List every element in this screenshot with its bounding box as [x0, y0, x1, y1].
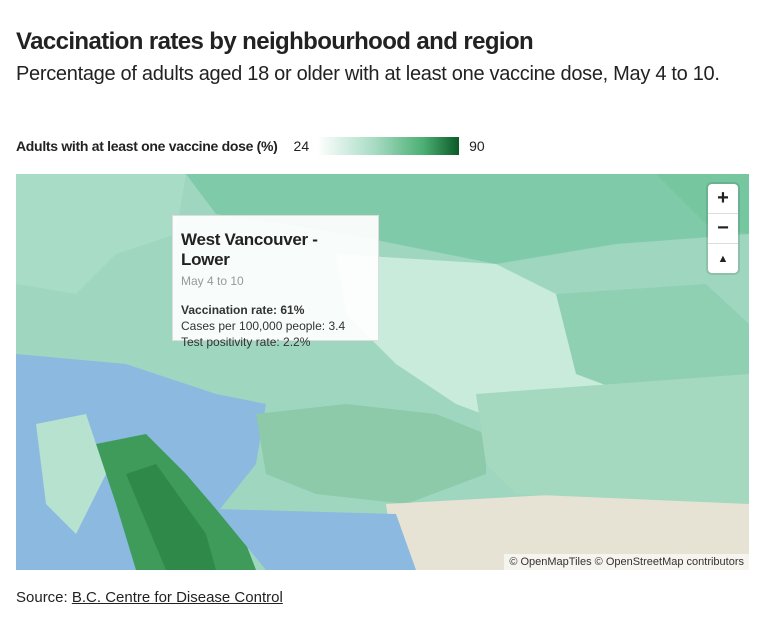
zoom-in[interactable]: + [708, 184, 738, 214]
subtitle: Percentage of adults aged 18 or older wi… [16, 63, 720, 85]
legend-label: Adults with at least one vaccine dose (%… [16, 138, 278, 154]
title: Vaccination rates by neighbourhood and r… [16, 28, 534, 55]
source: Source: B.C. Centre for Disease Control [16, 589, 283, 606]
legend-min: 24 [293, 138, 310, 154]
tooltip-lines: Vaccination rate: 61% Cases per 100,000 … [181, 302, 370, 350]
tooltip-line: Test positivity rate: 2.2% [181, 335, 311, 349]
tooltip-title: West Vancouver - Lower [181, 230, 318, 269]
legend: Adults with at least one vaccine dose (%… [16, 136, 485, 156]
source-prefix: Source: [16, 589, 68, 606]
legend-gradient [317, 137, 460, 155]
tooltip-line: Cases per 100,000 people: 3.4 [181, 319, 346, 333]
map[interactable]: West Vancouver - Lower May 4 to 10 Vacci… [16, 174, 749, 570]
legend-max: 90 [469, 138, 485, 154]
attribution: © OpenMapTiles © OpenStreetMap contribut… [504, 554, 749, 570]
reset-north[interactable]: ▲ [717, 252, 729, 265]
source-link[interactable]: B.C. Centre for Disease Control [71, 589, 283, 606]
map-graphic [16, 174, 749, 570]
tooltip-line: Vaccination rate: 61% [181, 303, 305, 317]
zoom-controls: + − ▲ [708, 184, 738, 273]
tooltip: West Vancouver - Lower May 4 to 10 Vacci… [172, 215, 379, 349]
zoom-out[interactable]: − [708, 214, 738, 244]
tooltip-date: May 4 to 10 [181, 274, 244, 288]
